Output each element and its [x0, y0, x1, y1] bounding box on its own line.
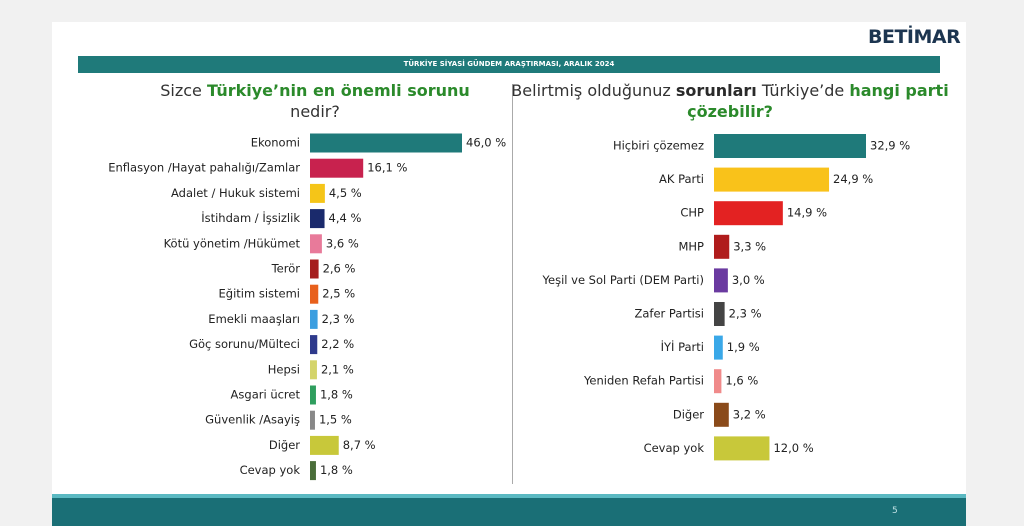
category-label: AK Parti: [659, 172, 704, 186]
bar: [714, 402, 729, 427]
value-label: 16,1 %: [367, 161, 407, 175]
category-label: Yeşil ve Sol Parti (DEM Parti): [542, 273, 704, 287]
title-segment: hangi parti çözebilir?: [687, 81, 949, 121]
category-label: Asgari ücret: [231, 388, 301, 402]
bar: [310, 259, 319, 279]
title-segment: nedir?: [290, 102, 340, 121]
value-label: 8,7 %: [343, 438, 376, 452]
bar: [310, 284, 319, 304]
category-label: Eğitim sistemi: [219, 287, 300, 301]
bar: [714, 268, 728, 293]
title-segment: Türkiye’nin en önemli sorunu: [206, 81, 470, 100]
value-label: 2,1 %: [321, 362, 354, 376]
bar: [714, 302, 725, 326]
category-label: Enflasyon /Hayat pahalığı/Zamlar: [108, 161, 300, 175]
bar: [310, 234, 322, 254]
bar: [714, 201, 783, 226]
bar: [714, 369, 722, 394]
bar: [310, 335, 318, 355]
value-label: 2,5 %: [322, 287, 355, 301]
bar: [714, 167, 830, 192]
title-segment: Belirtmiş olduğunuz: [511, 81, 676, 100]
value-label: 1,8 %: [320, 463, 353, 477]
title-segment: Türkiye’de: [756, 81, 850, 100]
title-segment: sorunları: [675, 81, 757, 100]
value-label: 46,0 %: [466, 136, 506, 150]
bar: [310, 209, 325, 229]
value-label: 4,5 %: [329, 186, 362, 200]
value-label: 1,5 %: [319, 413, 352, 427]
value-label: 3,2 %: [733, 407, 766, 421]
bar: [310, 461, 316, 481]
page-number: 5: [892, 506, 898, 516]
chart-title: Sizce Türkiye’nin en önemli sorunu nedir…: [160, 80, 470, 122]
category-label: Yeniden Refah Partisi: [583, 374, 704, 388]
category-label: Diğer: [269, 438, 300, 452]
value-label: 2,6 %: [323, 262, 356, 276]
category-label: Göç sorunu/Mülteci: [189, 337, 300, 351]
value-label: 2,2 %: [321, 337, 354, 351]
category-label: Güvenlik /Asayiş: [205, 413, 300, 427]
logo: BETİMAR: [868, 26, 961, 48]
bar: [714, 134, 866, 158]
category-label: İYİ Parti: [661, 339, 704, 354]
title-segment: Sizce: [160, 81, 207, 100]
footer-bar: [52, 494, 966, 526]
divider: [512, 84, 513, 484]
bar: [310, 410, 315, 430]
banner: TÜRKİYE SİYASİ GÜNDEM ARAŞTIRMASI, ARALI…: [78, 56, 940, 73]
value-label: 3,0 %: [732, 273, 765, 287]
bar: [714, 436, 770, 461]
bar: [310, 435, 339, 455]
category-label: Terör: [271, 262, 301, 276]
value-label: 2,3 %: [729, 307, 762, 321]
value-label: 1,6 %: [725, 374, 758, 388]
bar: [310, 133, 462, 153]
slide: [52, 22, 966, 526]
category-label: Zafer Partisi: [634, 307, 704, 321]
category-label: Diğer: [673, 407, 704, 421]
value-label: 24,9 %: [833, 172, 873, 186]
category-label: Hepsi: [268, 362, 300, 376]
category-label: MHP: [678, 239, 704, 253]
bar: [714, 234, 730, 259]
category-label: İstihdam / İşsizlik: [201, 210, 300, 225]
bar: [310, 309, 318, 329]
value-label: 14,9 %: [787, 206, 827, 220]
bar: [310, 360, 317, 380]
category-label: Cevap yok: [644, 441, 705, 455]
value-label: 12,0 %: [773, 441, 813, 455]
category-label: Emekli maaşları: [208, 312, 300, 326]
value-label: 3,6 %: [326, 236, 359, 250]
value-label: 1,8 %: [320, 388, 353, 402]
category-label: Cevap yok: [240, 463, 301, 477]
category-label: Adalet / Hukuk sistemi: [171, 186, 300, 200]
category-label: Ekonomi: [251, 136, 300, 150]
value-label: 32,9 %: [870, 139, 910, 153]
category-label: Kötü yönetim /Hükümet: [164, 236, 301, 250]
value-label: 3,3 %: [733, 239, 766, 253]
category-label: Hiçbiri çözemez: [613, 139, 704, 153]
bar: [714, 335, 723, 360]
bar: [310, 183, 325, 203]
bar: [310, 158, 364, 178]
value-label: 4,4 %: [329, 211, 362, 225]
category-label: CHP: [680, 206, 704, 220]
value-label: 2,3 %: [322, 312, 355, 326]
chart-title: Belirtmiş olduğunuz sorunları Türkiye’de…: [510, 80, 950, 122]
bar: [310, 385, 316, 405]
value-label: 1,9 %: [727, 340, 760, 354]
